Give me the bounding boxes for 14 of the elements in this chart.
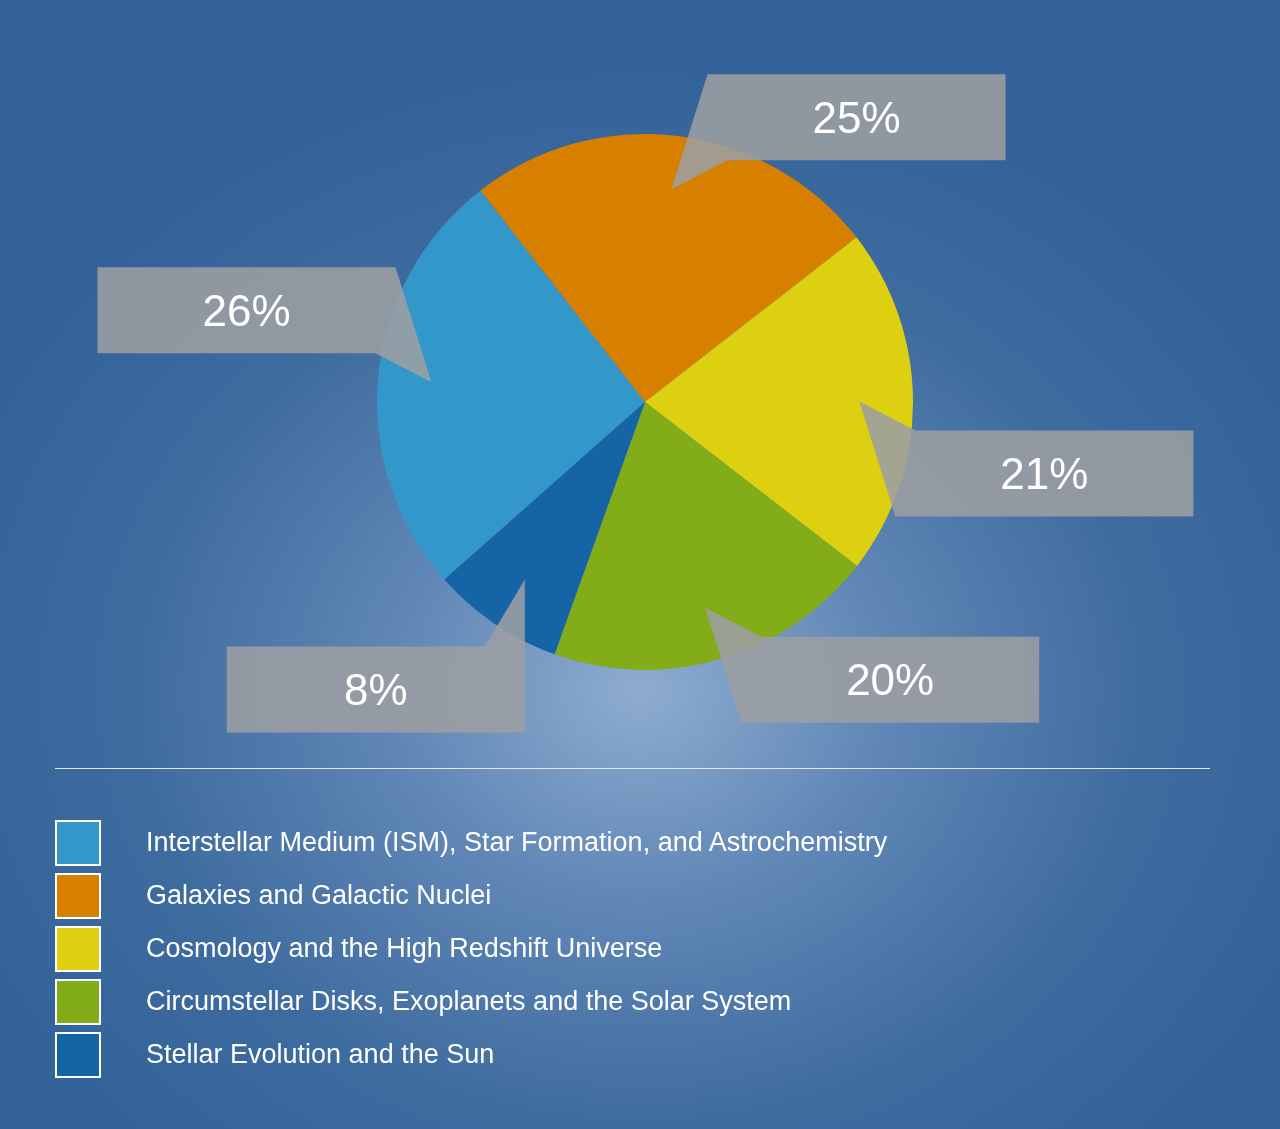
- legend-label: Circumstellar Disks, Exoplanets and the Solar System: [146, 986, 792, 1017]
- legend-label: Cosmology and the High Redshift Universe: [146, 933, 663, 964]
- data-label: 25%: [812, 92, 901, 142]
- data-label: 21%: [1000, 449, 1089, 499]
- pie-slice: [645, 237, 913, 566]
- data-label: 20%: [846, 655, 935, 705]
- data-label: 8%: [344, 665, 408, 715]
- legend-label: Interstellar Medium (ISM), Star Formation, and Astrochemistry: [146, 827, 888, 858]
- legend-label: Galaxies and Galactic Nuclei: [146, 880, 492, 911]
- data-label: 26%: [202, 285, 291, 335]
- legend-label: Stellar Evolution and the Sun: [146, 1039, 495, 1070]
- pie-slice: [377, 190, 645, 580]
- pie-slice: [444, 402, 645, 655]
- pie-slice: [480, 134, 857, 402]
